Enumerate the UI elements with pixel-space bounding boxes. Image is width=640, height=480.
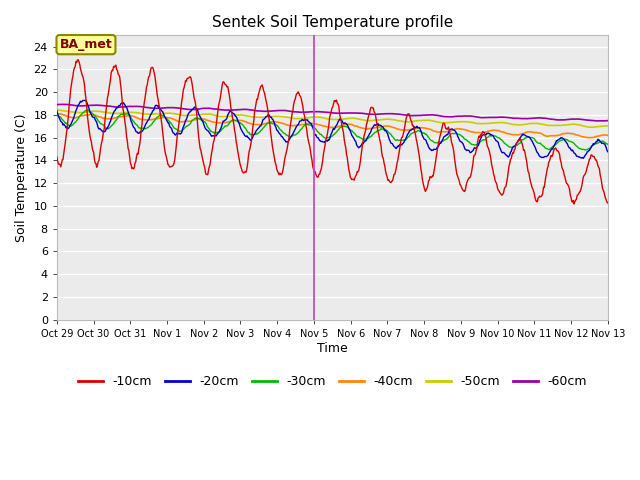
Y-axis label: Soil Temperature (C): Soil Temperature (C) xyxy=(15,113,28,242)
-10cm xyxy=(120,114,128,120)
-40cm xyxy=(400,127,408,133)
-20cm xyxy=(120,101,128,107)
Text: BA_met: BA_met xyxy=(60,38,113,51)
-20cm xyxy=(604,149,612,155)
-50cm xyxy=(415,118,423,123)
-40cm xyxy=(416,125,424,131)
-40cm xyxy=(588,135,596,141)
-60cm xyxy=(120,104,128,109)
Line: -30cm: -30cm xyxy=(57,110,608,150)
-40cm xyxy=(53,111,61,117)
-50cm xyxy=(63,108,70,114)
-60cm xyxy=(205,106,213,111)
-60cm xyxy=(64,102,72,108)
-10cm xyxy=(53,154,61,160)
-30cm xyxy=(177,129,184,134)
-50cm xyxy=(120,110,127,116)
-10cm xyxy=(400,128,408,134)
-40cm xyxy=(604,132,612,138)
-10cm xyxy=(177,112,184,118)
-60cm xyxy=(58,101,66,107)
-50cm xyxy=(604,123,612,129)
-30cm xyxy=(604,142,612,147)
Line: -50cm: -50cm xyxy=(57,110,608,127)
-40cm xyxy=(205,118,213,124)
-50cm xyxy=(205,111,212,117)
-20cm xyxy=(53,108,61,114)
-20cm xyxy=(81,97,89,103)
Line: -40cm: -40cm xyxy=(57,114,608,138)
-50cm xyxy=(399,119,407,124)
-10cm xyxy=(604,200,612,206)
Line: -10cm: -10cm xyxy=(57,60,608,204)
Legend: -10cm, -20cm, -30cm, -40cm, -50cm, -60cm: -10cm, -20cm, -30cm, -40cm, -50cm, -60cm xyxy=(72,370,592,393)
-10cm xyxy=(416,160,424,166)
-30cm xyxy=(53,111,61,117)
-40cm xyxy=(177,119,184,125)
-20cm xyxy=(177,131,184,137)
-30cm xyxy=(582,147,590,153)
-10cm xyxy=(63,128,70,133)
Line: -20cm: -20cm xyxy=(57,100,608,158)
-30cm xyxy=(416,129,424,134)
-40cm xyxy=(120,113,128,119)
-50cm xyxy=(53,108,61,113)
-50cm xyxy=(175,112,183,118)
X-axis label: Time: Time xyxy=(317,342,348,355)
-30cm xyxy=(205,126,213,132)
-10cm xyxy=(205,164,213,169)
-60cm xyxy=(600,118,608,124)
Line: -60cm: -60cm xyxy=(57,104,608,121)
-20cm xyxy=(416,126,424,132)
-30cm xyxy=(120,111,128,117)
-60cm xyxy=(416,112,424,118)
-20cm xyxy=(400,139,408,145)
-20cm xyxy=(205,130,213,135)
-30cm xyxy=(400,137,408,143)
-60cm xyxy=(400,112,408,118)
-30cm xyxy=(83,107,90,113)
-60cm xyxy=(604,118,612,123)
-60cm xyxy=(177,106,184,111)
-50cm xyxy=(586,124,594,130)
-20cm xyxy=(63,124,70,130)
-40cm xyxy=(64,113,72,119)
-40cm xyxy=(54,111,61,117)
-10cm xyxy=(74,57,82,63)
-60cm xyxy=(53,102,61,108)
-30cm xyxy=(63,121,70,127)
Title: Sentek Soil Temperature profile: Sentek Soil Temperature profile xyxy=(212,15,453,30)
-10cm xyxy=(570,201,578,207)
-20cm xyxy=(579,156,587,161)
